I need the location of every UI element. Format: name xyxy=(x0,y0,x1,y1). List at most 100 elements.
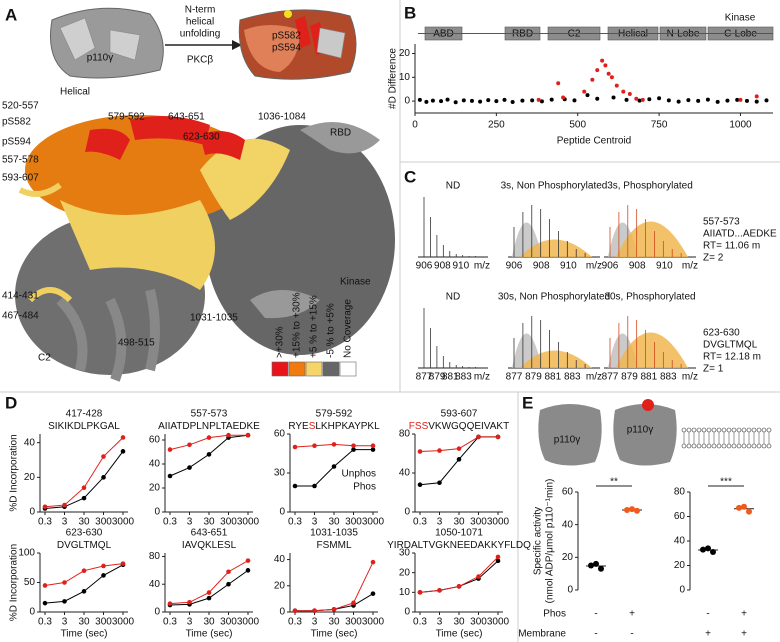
point xyxy=(292,608,298,613)
structure-label: C2 xyxy=(38,353,51,364)
point xyxy=(590,77,595,82)
chart-subtitle: FSSVKWGQQEIVAKT xyxy=(409,421,509,432)
protein-label: p110γ xyxy=(87,53,114,64)
x-tick-label: 0.3 xyxy=(163,617,177,628)
mz-tick-label: 881 xyxy=(442,372,459,383)
point xyxy=(582,89,587,94)
x-tick-label: 30 xyxy=(453,517,465,528)
x-tick-label: 300 xyxy=(95,517,112,528)
point xyxy=(595,68,600,73)
point xyxy=(686,98,691,103)
lipid-head xyxy=(711,427,717,433)
lipid-head xyxy=(726,427,732,433)
x-tick-label: 3 xyxy=(62,617,68,628)
point xyxy=(549,97,554,102)
x-axis-label: Time (sec) xyxy=(436,629,483,640)
arrow-text: unfolding xyxy=(180,29,221,40)
y-tick-label: 50 xyxy=(24,577,36,588)
y-tick-label: 20 xyxy=(274,580,286,591)
legend-swatch xyxy=(322,361,340,377)
y-tick-label: 60 xyxy=(274,429,286,440)
point xyxy=(187,442,192,448)
point xyxy=(42,583,48,588)
x-tick-label: 0.3 xyxy=(288,517,302,528)
x-tick-label: 3 xyxy=(437,517,443,528)
point xyxy=(206,435,212,440)
point xyxy=(370,443,376,449)
icon-label: p110γ xyxy=(554,435,581,446)
point xyxy=(226,581,231,587)
y-tick-label: 20 xyxy=(674,560,686,571)
structure-label: 520-557 xyxy=(2,101,39,112)
lipid-head xyxy=(761,427,767,433)
panel-label: C xyxy=(404,167,416,186)
x-tick-label: 300 xyxy=(470,517,487,528)
x-tick-label: 3000 xyxy=(487,517,510,528)
peptide-info: AIIATD...AEDKE xyxy=(703,229,777,240)
point xyxy=(614,83,619,88)
mz-unit: m/z xyxy=(586,372,602,383)
point xyxy=(469,98,474,103)
point xyxy=(417,97,422,102)
point xyxy=(595,96,600,101)
point xyxy=(456,584,462,589)
chart-subtitle: FSMML xyxy=(317,540,352,551)
y-tick-label: 0 xyxy=(679,585,685,596)
x-tick-label: 3000 xyxy=(237,517,260,528)
lipid-head xyxy=(746,427,752,433)
chart-subtitle: RYESLKHPKAYPKL xyxy=(288,421,380,432)
x-axis-label: Time (sec) xyxy=(311,629,358,640)
y-axis-label: (nmol ADP/μmol p110⁻¹min) xyxy=(545,479,556,604)
point xyxy=(588,562,594,569)
mz-tick-label: 877 xyxy=(416,372,433,383)
legend-swatch xyxy=(305,361,323,377)
point xyxy=(331,607,337,612)
condition-cell: - xyxy=(594,609,597,620)
point xyxy=(167,473,173,479)
point xyxy=(167,601,173,606)
domain-label: N-Lobe xyxy=(667,29,700,40)
envelope xyxy=(520,350,592,368)
structure-label: 643-651 xyxy=(168,112,205,123)
y-axis-label: #D Difference xyxy=(388,48,399,109)
lipid-head xyxy=(716,427,722,433)
condition-cell: - xyxy=(594,629,597,640)
legend-label: +15% to +30% xyxy=(292,292,303,358)
point xyxy=(486,98,491,103)
condition-label: Phos xyxy=(543,609,566,620)
point xyxy=(476,574,481,579)
x-tick-label: 3 xyxy=(437,617,443,628)
condition-cell: + xyxy=(741,629,747,640)
x-axis-label: Time (sec) xyxy=(61,629,108,640)
y-tick-label: 40 xyxy=(399,468,411,479)
point xyxy=(417,449,423,454)
point xyxy=(417,482,423,488)
point xyxy=(417,590,423,595)
subtitle-part: LKHPKAYPKL xyxy=(315,421,380,432)
subtitle-part: FSMML xyxy=(317,540,352,551)
point xyxy=(101,563,106,569)
y-tick-label: 40 xyxy=(674,536,686,547)
point xyxy=(292,483,298,489)
point xyxy=(606,71,611,76)
point xyxy=(439,99,444,104)
series-line xyxy=(295,561,374,612)
lipid-head xyxy=(696,443,702,449)
point xyxy=(624,506,630,513)
chart-title: 623-630 xyxy=(66,528,103,539)
mz-tick-label: 908 xyxy=(533,261,550,272)
point xyxy=(502,97,507,102)
point xyxy=(764,98,769,103)
x-tick-label: 3 xyxy=(312,517,318,528)
legend-swatch xyxy=(271,361,289,377)
point xyxy=(621,89,626,94)
y-tick-label: 40 xyxy=(562,519,574,530)
mz-unit: m/z xyxy=(586,261,602,272)
point xyxy=(81,568,87,573)
point xyxy=(226,569,231,575)
mz-tick-label: 906 xyxy=(416,261,433,272)
point xyxy=(167,447,173,452)
y-tick-label: 0 xyxy=(29,607,35,618)
y-tick-label: 40 xyxy=(149,579,161,590)
